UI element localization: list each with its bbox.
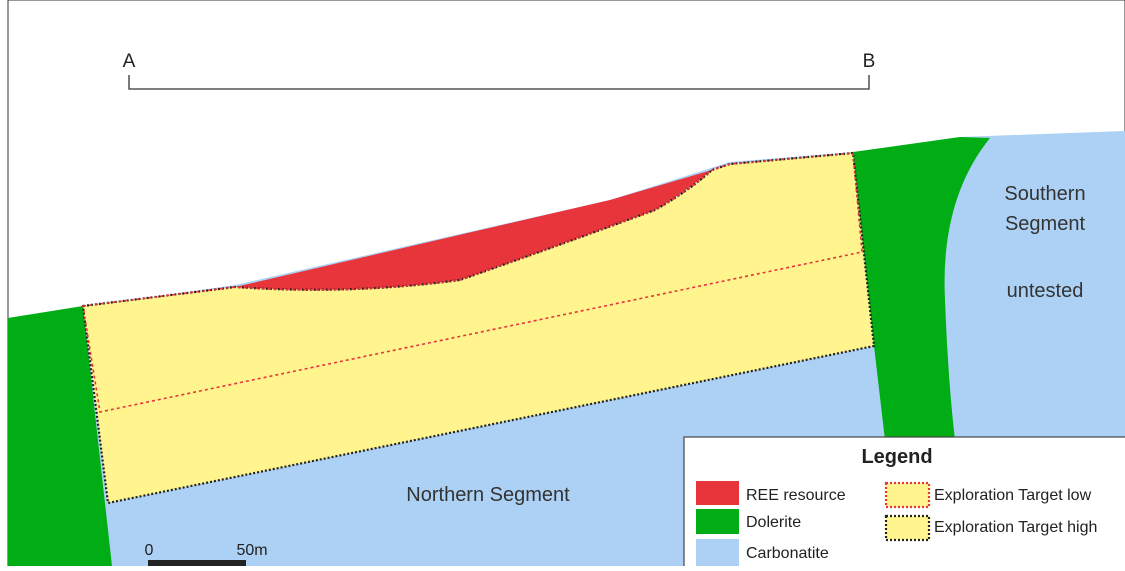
legend-label-dolerite: Dolerite	[746, 514, 801, 531]
legend-title: Legend	[861, 446, 932, 468]
scale-bar-start-label: 0	[145, 542, 154, 559]
legend-swatch-target-low	[884, 481, 931, 509]
scale-bar	[148, 560, 246, 566]
ree-resource-body	[235, 170, 712, 290]
section-line	[128, 75, 870, 90]
untested-label: untested	[1007, 280, 1084, 302]
legend-label-target-high: Exploration Target high	[934, 519, 1097, 536]
dolerite-dyke-east	[853, 137, 990, 440]
northern-segment-label: Northern Segment	[406, 484, 570, 506]
exploration-target-body	[83, 153, 874, 503]
legend-swatch-dolerite	[696, 509, 739, 534]
legend-swatch-ree	[696, 481, 739, 505]
section-label-b: B	[863, 51, 876, 72]
legend-swatch-carbonatite	[696, 539, 739, 566]
legend-label-target-low: Exploration Target low	[934, 487, 1092, 504]
dolerite-dyke-west	[8, 306, 112, 566]
legend: Legend REE resource Dolerite Carbonatite…	[683, 436, 1125, 571]
southern-segment-label-line2: Segment	[1005, 213, 1085, 235]
legend-label-ree: REE resource	[746, 487, 846, 504]
legend-label-carbonatite: Carbonatite	[746, 545, 829, 562]
southern-segment-label-line1: Southern	[1004, 183, 1085, 205]
legend-swatch-target-high	[884, 514, 931, 542]
section-label-a: A	[123, 51, 136, 72]
scale-bar-end-label: 50m	[236, 542, 267, 559]
exploration-target-low-outline	[82, 152, 863, 413]
